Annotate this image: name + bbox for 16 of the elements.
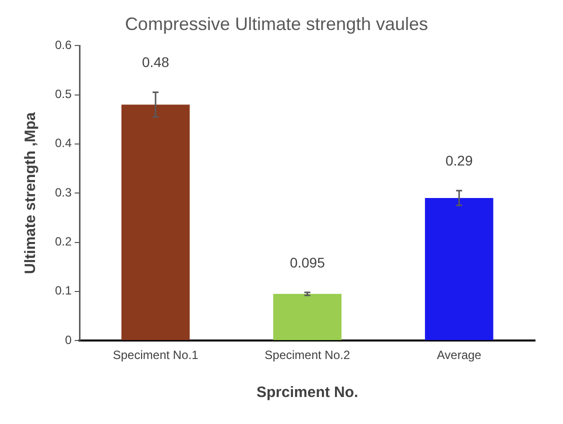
x-tick-label: Speciment No.1 — [112, 348, 199, 362]
y-tick-label: 0.6 — [54, 38, 72, 52]
y-axis-title: Ultimate strength ,Mpa — [22, 112, 40, 274]
chart-title: Compressive Ultimate strength vaules — [124, 14, 428, 34]
x-tick-label: Average — [436, 348, 482, 362]
y-tick-label: 0 — [64, 332, 72, 347]
y-tick-label: 0.3 — [54, 185, 72, 200]
y-tick-label: 0.1 — [54, 284, 72, 298]
x-tick-label: Speciment No.2 — [264, 348, 350, 362]
data-label: 0.48 — [142, 54, 170, 70]
y-tick-label: 0.4 — [54, 136, 72, 150]
x-axis-title: Sprciment No. — [256, 384, 358, 402]
data-label: 0.29 — [445, 152, 473, 168]
data-label: 0.095 — [290, 254, 326, 270]
y-tick-label: 0.5 — [54, 87, 72, 102]
y-tick-label: 0.2 — [54, 234, 72, 249]
